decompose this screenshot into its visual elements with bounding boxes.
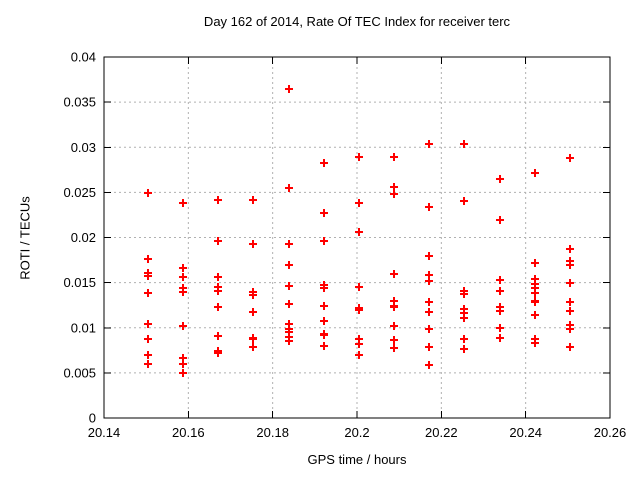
x-tick-label: 20.2: [344, 425, 369, 440]
x-tick-label: 20.18: [256, 425, 289, 440]
y-tick-label: 0.03: [71, 140, 96, 155]
x-axis-label: GPS time / hours: [307, 452, 407, 467]
x-tick-label: 20.26: [594, 425, 627, 440]
x-tick-label: 20.16: [172, 425, 205, 440]
y-tick-label: 0: [89, 411, 96, 426]
y-tick-label: 0.015: [63, 275, 96, 290]
scatter-markers: [144, 85, 574, 377]
y-tick-label: 0.005: [63, 365, 96, 380]
chart-title: Day 162 of 2014, Rate Of TEC Index for r…: [203, 14, 511, 29]
y-tick-label: 0.01: [71, 320, 96, 335]
x-tick-label: 20.14: [88, 425, 121, 440]
x-tick-label: 20.24: [509, 425, 542, 440]
y-tick-label: 0.02: [71, 230, 96, 245]
y-tick-label: 0.025: [63, 185, 96, 200]
y-tick-label: 0.035: [63, 95, 96, 110]
x-tick-label: 20.22: [425, 425, 458, 440]
y-tick-label: 0.04: [71, 50, 96, 65]
